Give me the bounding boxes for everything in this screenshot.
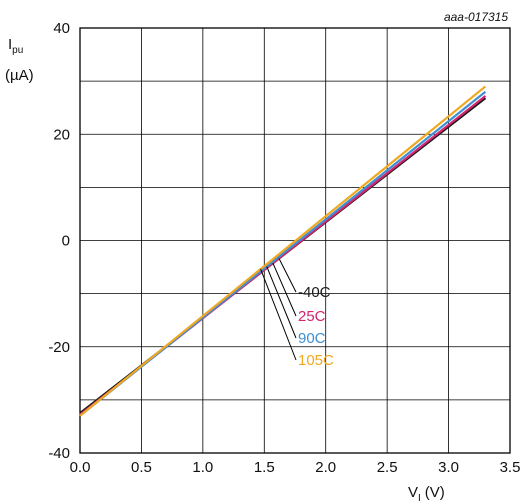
x-tick-label: 3.5 (500, 459, 521, 476)
x-tick-label: 1.5 (254, 459, 275, 476)
y-tick-label: -40 (48, 445, 70, 462)
y-tick-labels: -40 -20 0 20 40 (48, 20, 70, 462)
legend-label: 90C (298, 330, 326, 347)
x-axis-subscript: I (418, 493, 421, 502)
y-axis-symbol: I (8, 36, 12, 53)
grid (80, 28, 510, 453)
x-axis-unit: (V) (425, 484, 445, 501)
plot-frame (79, 27, 511, 454)
y-tick-label: -20 (48, 339, 70, 356)
x-tick-label: 2.0 (315, 459, 336, 476)
legend-label: 25C (298, 308, 326, 325)
figure-id: aaa-017315 (444, 10, 508, 24)
y-tick-label: 40 (53, 20, 70, 37)
legend-leader (272, 262, 297, 317)
x-tick-label: 0.0 (70, 459, 91, 476)
legend-leader (278, 258, 297, 293)
x-tick-label: 0.5 (131, 459, 152, 476)
x-tick-labels: 0.0 0.5 1.0 1.5 2.0 2.5 3.0 3.5 (70, 459, 521, 476)
legend-label: -40C (298, 284, 331, 301)
x-axis-symbol: V (408, 484, 418, 501)
legend: -40C 25C 90C 105C (260, 258, 334, 369)
series-lines (79, 85, 487, 417)
y-axis-subscript: pu (12, 45, 23, 56)
legend-leader (260, 268, 297, 361)
legend-leader (266, 266, 297, 339)
x-tick-label: 1.0 (192, 459, 213, 476)
y-tick-label: 20 (53, 126, 70, 143)
x-tick-label: 2.5 (377, 459, 398, 476)
series-line (79, 85, 487, 417)
legend-label: 105C (298, 352, 334, 369)
x-axis-title: VI (V) (408, 484, 445, 502)
y-axis-unit: (µA) (5, 67, 34, 84)
y-axis-title: Ipu (8, 36, 23, 56)
y-tick-label: 0 (62, 233, 70, 250)
x-tick-label: 3.0 (438, 459, 459, 476)
